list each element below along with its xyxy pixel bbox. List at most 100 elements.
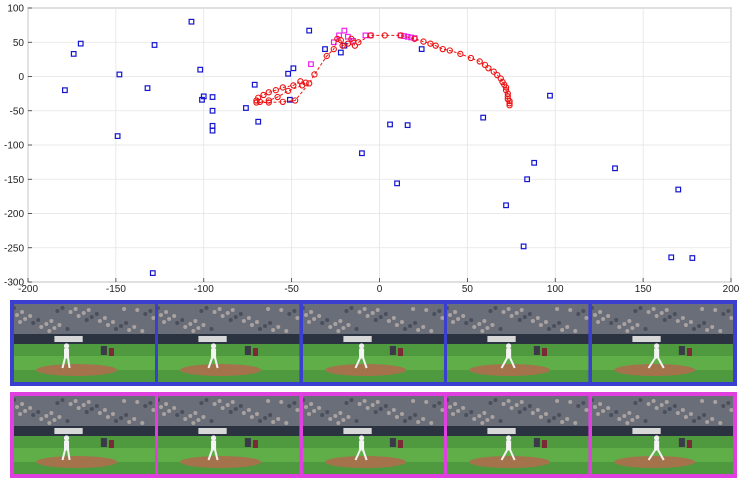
data-point-circle bbox=[311, 71, 318, 78]
data-point-square bbox=[337, 49, 344, 56]
video-frame bbox=[158, 396, 300, 474]
y-tick-label: -250 bbox=[4, 243, 24, 254]
data-point-circle bbox=[337, 37, 344, 44]
data-point-square bbox=[668, 254, 675, 261]
x-tick-label: 0 bbox=[377, 284, 383, 292]
data-point-square bbox=[394, 180, 400, 187]
data-point-square bbox=[188, 18, 195, 25]
data-point-square bbox=[306, 27, 313, 34]
data-point-square bbox=[547, 92, 553, 99]
data-point-circle bbox=[485, 65, 492, 72]
data-point-square bbox=[62, 87, 68, 94]
data-point-square bbox=[524, 176, 531, 183]
data-point-square bbox=[77, 40, 84, 47]
data-point-circle bbox=[306, 80, 313, 87]
data-point-circle bbox=[256, 98, 264, 105]
data-point-square bbox=[480, 114, 487, 121]
y-tick-label: -100 bbox=[4, 141, 24, 152]
data-point-circle bbox=[348, 35, 355, 42]
data-point-circle bbox=[467, 54, 475, 62]
data-point-circle bbox=[397, 32, 404, 39]
data-point-square bbox=[243, 105, 249, 111]
x-tick-label: -50 bbox=[284, 284, 299, 292]
data-point-circle bbox=[476, 58, 483, 65]
data-point-circle bbox=[344, 40, 352, 47]
y-tick-label: -300 bbox=[4, 278, 24, 289]
data-point-circle bbox=[355, 39, 362, 46]
y-tick-label: -50 bbox=[10, 106, 25, 117]
data-point-circle bbox=[291, 97, 299, 104]
data-point-circle bbox=[506, 98, 513, 105]
data-point-circle bbox=[502, 87, 510, 94]
data-point-square bbox=[290, 65, 297, 72]
data-point-square bbox=[197, 66, 204, 73]
x-tick-label: 200 bbox=[723, 284, 740, 292]
data-point-circle bbox=[439, 45, 446, 53]
video-frame bbox=[302, 396, 445, 474]
data-point-square bbox=[209, 127, 216, 134]
x-tick-label: 50 bbox=[462, 284, 474, 292]
data-point-square bbox=[387, 121, 393, 128]
data-point-square bbox=[144, 85, 151, 92]
data-point-square bbox=[520, 243, 527, 250]
video-frame bbox=[158, 304, 300, 382]
data-point-square bbox=[114, 133, 121, 139]
data-marks bbox=[62, 18, 696, 276]
data-point-circle bbox=[420, 38, 427, 45]
data-point-square bbox=[418, 46, 425, 52]
data-point-circle bbox=[323, 52, 330, 60]
y-tick-label: -150 bbox=[4, 175, 24, 186]
data-point-square bbox=[209, 107, 216, 114]
data-point-circle bbox=[334, 35, 341, 42]
frame-strip-blue bbox=[10, 300, 737, 386]
data-point-square bbox=[503, 202, 509, 209]
data-point-circle bbox=[299, 82, 306, 89]
data-point-circle bbox=[265, 97, 272, 104]
y-tick-label: 100 bbox=[7, 4, 24, 15]
x-tick-label: -100 bbox=[194, 284, 214, 292]
x-axis-ticks: -200 -150 -100 -50 0 50 100 150 200 bbox=[18, 278, 740, 292]
video-frame bbox=[14, 304, 156, 382]
data-point-square bbox=[322, 46, 328, 52]
data-point-circle bbox=[265, 99, 272, 106]
data-point-square bbox=[255, 118, 262, 125]
data-point-circle bbox=[381, 32, 388, 39]
data-point-circle bbox=[284, 87, 292, 95]
data-point-circle bbox=[367, 32, 374, 39]
data-point-square bbox=[200, 93, 207, 100]
data-point-square bbox=[116, 71, 123, 78]
data-point-circle bbox=[502, 84, 510, 91]
data-point-square bbox=[675, 186, 682, 193]
data-point-circle bbox=[411, 35, 418, 42]
video-frame bbox=[447, 304, 589, 382]
data-point-square-magenta bbox=[341, 27, 348, 34]
data-point-circle bbox=[457, 50, 464, 58]
data-point-circle bbox=[427, 40, 434, 47]
data-point-square bbox=[612, 165, 618, 172]
y-tick-label: 0 bbox=[18, 72, 24, 83]
data-point-circle bbox=[432, 42, 439, 49]
video-frame bbox=[447, 396, 589, 474]
data-point-square bbox=[70, 50, 77, 57]
data-point-circle bbox=[290, 82, 297, 89]
y-axis-ticks: 100 50 0 -50 -100 -150 -200 -250 -300 bbox=[4, 4, 32, 289]
data-point-square bbox=[531, 159, 538, 166]
data-point-circle bbox=[274, 93, 281, 101]
video-frame bbox=[591, 304, 734, 382]
video-frame bbox=[591, 396, 734, 474]
frames-magenta bbox=[14, 396, 734, 474]
frames-blue bbox=[14, 304, 734, 382]
video-frame bbox=[302, 304, 445, 382]
y-tick-label: 50 bbox=[13, 38, 25, 49]
data-point-circle bbox=[506, 100, 513, 107]
x-tick-label: -150 bbox=[106, 284, 126, 292]
data-point-square bbox=[151, 42, 158, 48]
frame-strip-magenta bbox=[10, 392, 737, 478]
y-tick-label: -200 bbox=[4, 209, 24, 220]
data-point-circle bbox=[497, 75, 504, 82]
data-point-square-magenta bbox=[330, 39, 337, 46]
data-point-circle bbox=[272, 87, 279, 94]
data-point-circle bbox=[265, 89, 272, 96]
data-point-square bbox=[404, 122, 411, 129]
data-point-square bbox=[251, 81, 258, 88]
